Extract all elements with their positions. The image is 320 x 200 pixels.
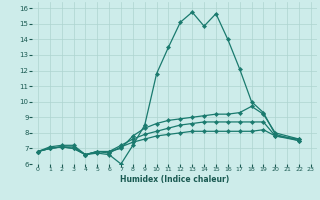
X-axis label: Humidex (Indice chaleur): Humidex (Indice chaleur): [120, 175, 229, 184]
